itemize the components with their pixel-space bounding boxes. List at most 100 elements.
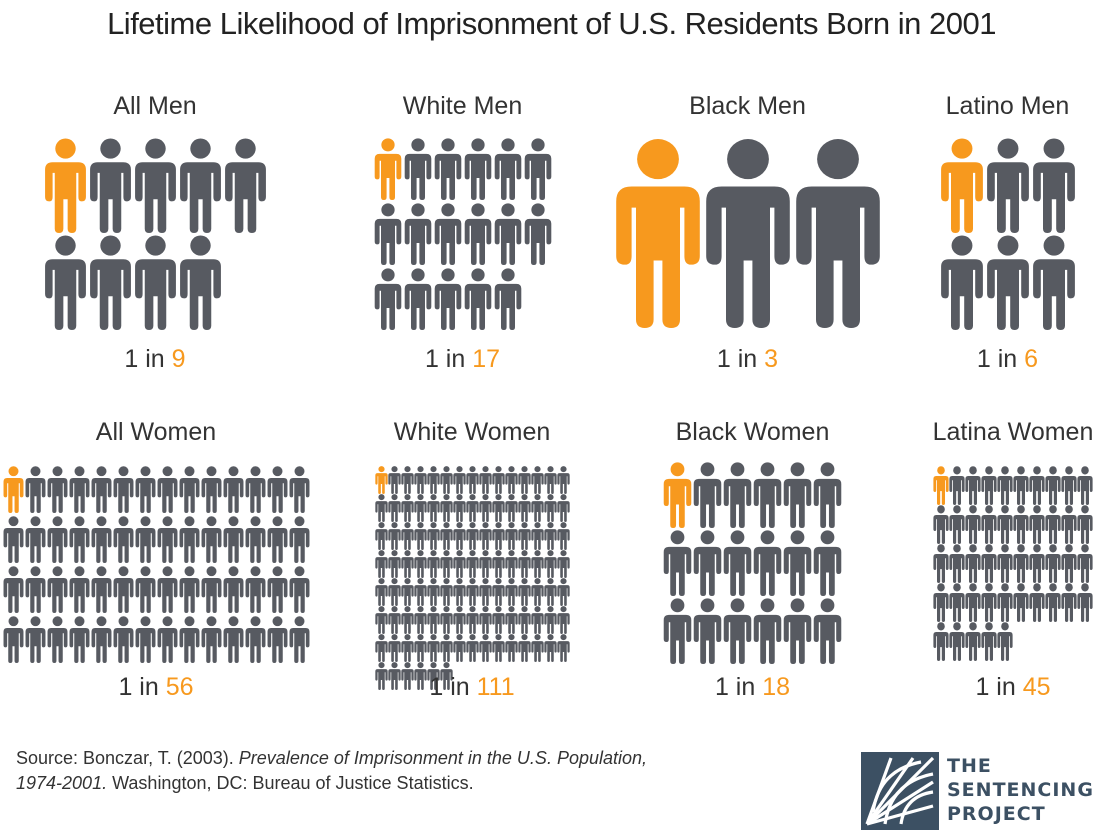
person-icon (414, 662, 427, 690)
person-icon (531, 494, 544, 522)
person-icon (933, 544, 949, 583)
person-icon (375, 578, 388, 606)
person-icon (524, 203, 552, 265)
person-icon (289, 616, 310, 663)
person-icon (157, 566, 178, 613)
person-icon (388, 494, 401, 522)
person-icon (464, 268, 492, 330)
person-icon (933, 622, 949, 661)
person-icon (388, 522, 401, 550)
person-icon (201, 516, 222, 563)
person-icon (1013, 505, 1029, 544)
person-icon (3, 616, 24, 663)
person-icon (388, 550, 401, 578)
panel-label: All Men (113, 92, 197, 120)
person-icon (1033, 235, 1075, 330)
person-icon (427, 494, 440, 522)
person-icon (997, 622, 1013, 661)
person-icon (157, 466, 178, 513)
person-icon (414, 494, 427, 522)
person-icon (69, 566, 90, 613)
person-icon (374, 203, 402, 265)
person-icon-highlighted (663, 462, 692, 528)
person-icon (3, 516, 24, 563)
person-icon (557, 494, 570, 522)
person-icon (813, 598, 842, 664)
source-italic-title: Prevalence of Imprisonment in the U.S. P… (238, 748, 648, 768)
pictogram-all-women (3, 466, 310, 663)
person-icon (388, 634, 401, 662)
person-icon (90, 235, 131, 330)
person-icon (180, 235, 221, 330)
ratio-prefix: 1 in (124, 345, 165, 373)
person-icon (135, 566, 156, 613)
person-icon (531, 634, 544, 662)
person-icon (949, 544, 965, 583)
person-icon (783, 530, 812, 596)
person-icon (440, 494, 453, 522)
person-icon (1077, 466, 1093, 505)
person-icon (1029, 544, 1045, 583)
person-icon (440, 606, 453, 634)
person-icon (47, 566, 68, 613)
ratio-prefix: 1 in (714, 673, 756, 701)
person-icon (1077, 544, 1093, 583)
person-icon (401, 550, 414, 578)
person-icon (91, 516, 112, 563)
person-icon (997, 544, 1013, 583)
person-icon (949, 622, 965, 661)
person-icon (434, 268, 462, 330)
person-icon (544, 606, 557, 634)
person-icon (69, 516, 90, 563)
person-icon (518, 578, 531, 606)
person-icon (1033, 138, 1075, 233)
ratio-label: 1 in 45 (928, 673, 1098, 702)
person-icon (388, 606, 401, 634)
person-icon (453, 466, 466, 494)
person-icon (492, 466, 505, 494)
person-icon (3, 566, 24, 613)
person-icon (531, 550, 544, 578)
person-icon (1045, 583, 1061, 622)
person-icon (427, 606, 440, 634)
person-icon (267, 466, 288, 513)
person-icon (466, 550, 479, 578)
person-icon (267, 516, 288, 563)
pictogram-latino-men (941, 138, 1075, 330)
person-icon (453, 550, 466, 578)
person-icon (492, 494, 505, 522)
person-icon (557, 466, 570, 494)
ratio-label: 1 in 17 (370, 345, 555, 374)
person-icon (375, 634, 388, 662)
person-icon (518, 606, 531, 634)
ratio-label: 1 in 111 (368, 673, 576, 702)
person-icon (375, 606, 388, 634)
person-icon (492, 550, 505, 578)
person-icon (693, 462, 722, 528)
person-icon (494, 203, 522, 265)
person-icon (466, 578, 479, 606)
person-icon (531, 466, 544, 494)
ratio-value: 6 (1024, 345, 1039, 373)
person-icon (135, 466, 156, 513)
person-icon (245, 566, 266, 613)
person-icon (1045, 466, 1061, 505)
person-icon (223, 616, 244, 663)
ratio-prefix: 1 in (975, 673, 1016, 701)
person-icon (531, 606, 544, 634)
person-icon (201, 566, 222, 613)
ratio-value: 17 (472, 345, 501, 373)
person-icon (47, 516, 68, 563)
ratio-value: 18 (762, 673, 791, 701)
ratio-value: 45 (1022, 673, 1051, 701)
person-icon (557, 578, 570, 606)
person-icon (464, 203, 492, 265)
person-icon (1077, 583, 1093, 622)
ratio-value: 56 (165, 673, 194, 701)
person-icon (1029, 466, 1045, 505)
panel-label: Latina Women (932, 418, 1094, 446)
person-icon (375, 522, 388, 550)
person-icon (693, 598, 722, 664)
person-icon (479, 634, 492, 662)
person-icon (414, 466, 427, 494)
